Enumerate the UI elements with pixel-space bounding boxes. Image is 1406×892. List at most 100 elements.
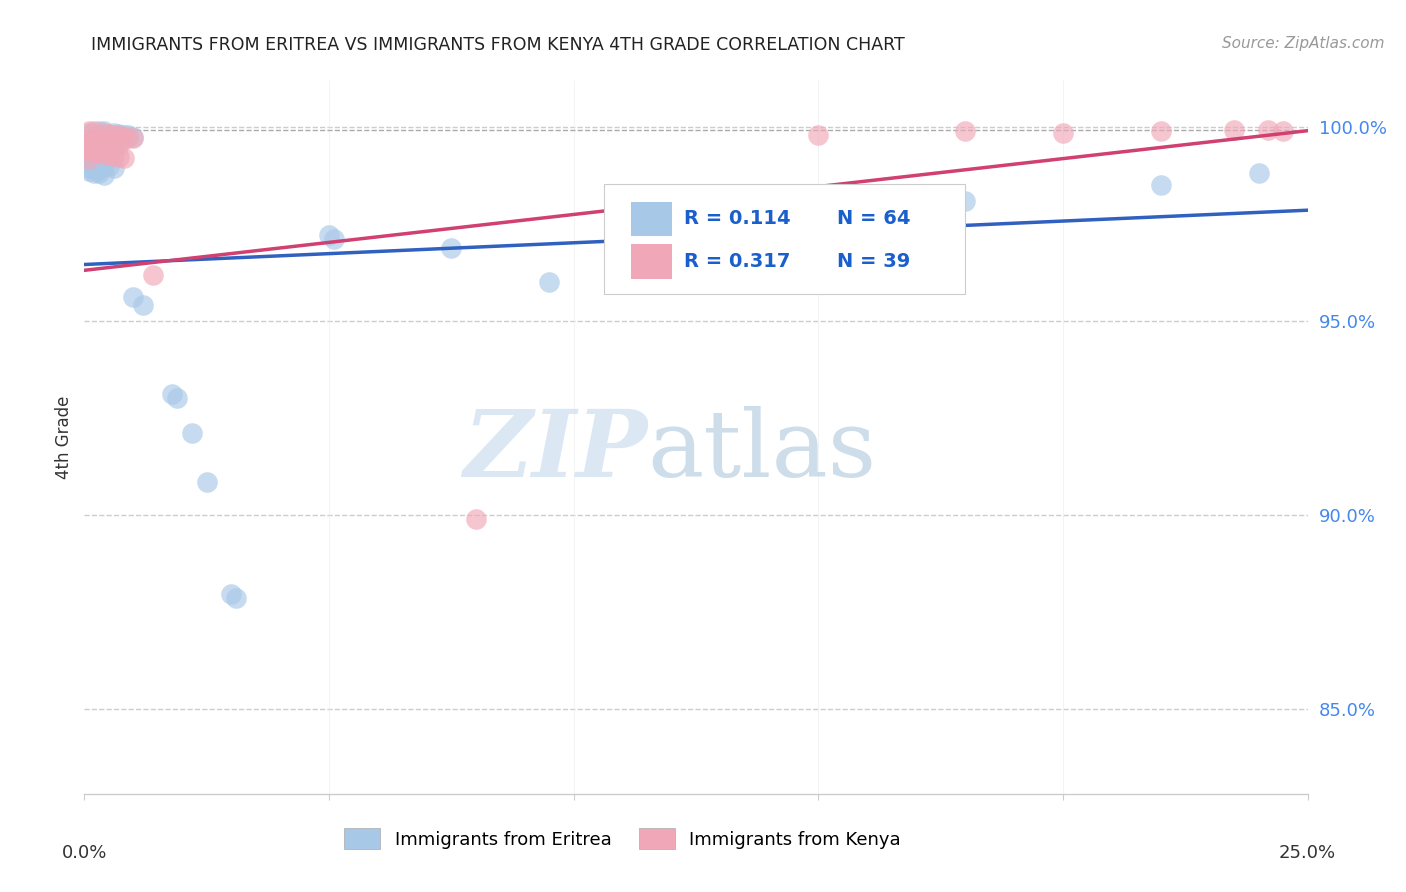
Point — [122, 129, 145, 144]
Point — [77, 152, 100, 166]
Point — [77, 126, 100, 140]
Point — [166, 392, 188, 406]
Point — [83, 143, 105, 157]
Point — [97, 127, 120, 141]
Point — [93, 159, 115, 173]
Point — [103, 161, 125, 175]
Text: Source: ZipAtlas.com: Source: ZipAtlas.com — [1222, 36, 1385, 51]
Point — [709, 201, 731, 215]
Point — [538, 275, 561, 289]
Point — [117, 128, 139, 143]
Point — [97, 160, 120, 174]
Point — [1150, 124, 1173, 138]
Point — [93, 147, 115, 161]
Point — [612, 219, 634, 233]
Text: N = 64: N = 64 — [837, 210, 910, 228]
Point — [87, 146, 110, 161]
Point — [77, 152, 100, 166]
Point — [93, 142, 115, 156]
Point — [107, 136, 129, 150]
Point — [87, 138, 110, 153]
Point — [953, 124, 976, 138]
Point — [112, 129, 135, 144]
Text: ZIP: ZIP — [463, 407, 647, 496]
Point — [97, 143, 120, 157]
Point — [87, 140, 110, 154]
Text: atlas: atlas — [647, 407, 876, 496]
Point — [83, 130, 105, 145]
Point — [87, 124, 110, 138]
FancyBboxPatch shape — [605, 184, 965, 294]
Point — [77, 135, 100, 149]
Point — [83, 124, 105, 138]
Point — [77, 137, 100, 152]
Point — [103, 128, 125, 142]
Point — [953, 194, 976, 208]
Point — [93, 133, 115, 147]
Point — [1272, 124, 1295, 138]
Legend: Immigrants from Eritrea, Immigrants from Kenya: Immigrants from Eritrea, Immigrants from… — [337, 821, 908, 856]
Point — [122, 290, 145, 304]
Point — [219, 587, 242, 601]
Point — [1257, 123, 1279, 137]
Point — [1247, 166, 1270, 180]
Y-axis label: 4th Grade: 4th Grade — [55, 395, 73, 479]
Point — [97, 136, 120, 150]
Point — [97, 132, 120, 146]
Point — [464, 511, 486, 525]
Point — [112, 151, 135, 165]
Point — [83, 136, 105, 150]
Point — [83, 153, 105, 167]
Text: R = 0.114: R = 0.114 — [683, 210, 790, 228]
Point — [93, 150, 115, 164]
Point — [107, 128, 129, 143]
Point — [807, 128, 830, 142]
Point — [97, 147, 120, 161]
Point — [77, 144, 100, 158]
Point — [93, 168, 115, 182]
Point — [1052, 126, 1074, 140]
Point — [93, 145, 115, 159]
Point — [1150, 178, 1173, 192]
Point — [132, 298, 155, 312]
Point — [112, 128, 135, 142]
Point — [195, 475, 218, 489]
Point — [77, 164, 100, 178]
Point — [77, 155, 100, 169]
Text: R = 0.317: R = 0.317 — [683, 252, 790, 271]
Point — [97, 151, 120, 165]
Text: 25.0%: 25.0% — [1279, 844, 1336, 862]
Text: IMMIGRANTS FROM ERITREA VS IMMIGRANTS FROM KENYA 4TH GRADE CORRELATION CHART: IMMIGRANTS FROM ERITREA VS IMMIGRANTS FR… — [91, 36, 905, 54]
Point — [83, 162, 105, 177]
Point — [87, 149, 110, 163]
Point — [440, 241, 463, 255]
Point — [87, 144, 110, 158]
Point — [87, 158, 110, 172]
Point — [103, 141, 125, 155]
Point — [77, 141, 100, 155]
Bar — [631, 244, 672, 278]
Point — [87, 163, 110, 178]
Point — [97, 145, 120, 160]
Point — [83, 132, 105, 146]
Point — [77, 161, 100, 176]
Point — [322, 232, 344, 246]
Bar — [631, 202, 672, 235]
Point — [103, 126, 125, 140]
Point — [83, 139, 105, 153]
Point — [87, 131, 110, 145]
Point — [103, 149, 125, 163]
Point — [103, 137, 125, 152]
Point — [87, 133, 110, 147]
Point — [77, 142, 100, 156]
Point — [225, 591, 247, 605]
Point — [83, 147, 105, 161]
Point — [117, 130, 139, 145]
Point — [103, 135, 125, 149]
Point — [1223, 123, 1246, 137]
Point — [122, 131, 145, 145]
Point — [87, 166, 110, 180]
Point — [318, 228, 340, 243]
Point — [107, 150, 129, 164]
Point — [93, 154, 115, 169]
